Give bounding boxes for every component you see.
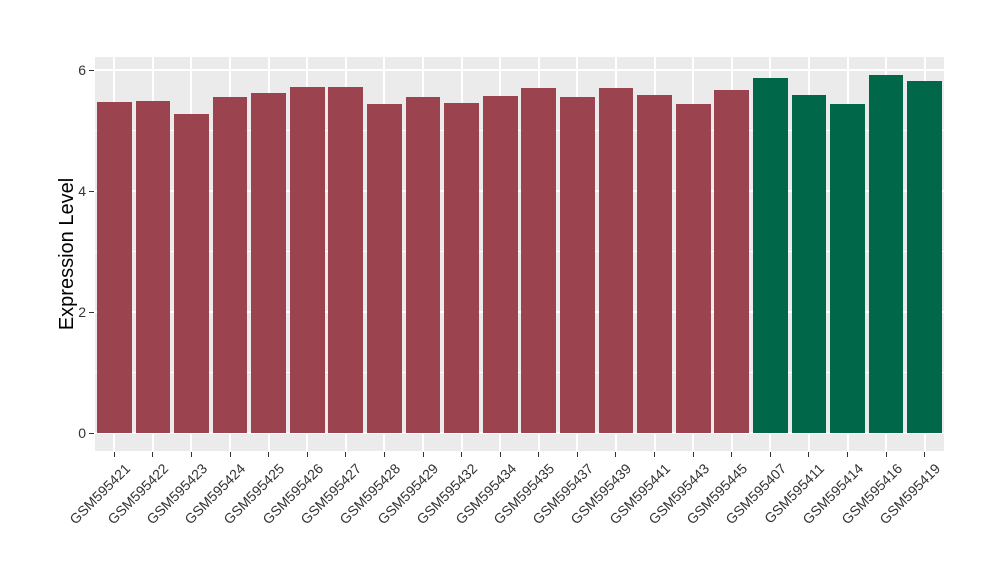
gridline-major-y — [95, 311, 944, 314]
x-axis-tick-mark — [268, 452, 270, 457]
bar-GSM595416 — [868, 74, 904, 434]
y-axis-tick-mark — [89, 311, 94, 313]
bar-GSM595443 — [675, 104, 711, 434]
bar-GSM595432 — [444, 102, 479, 434]
bar-GSM595429 — [405, 96, 441, 434]
gridline-minor-y — [95, 251, 944, 253]
bar-GSM595407 — [752, 77, 788, 434]
x-axis-tick-mark — [383, 452, 385, 457]
bar-GSM595424 — [212, 96, 248, 434]
y-tick-label: 6 — [78, 62, 86, 79]
y-tick-label: 4 — [78, 183, 86, 200]
x-axis-tick-mark — [808, 452, 810, 457]
x-axis-tick-mark — [885, 452, 887, 457]
gridline-major-y — [95, 190, 944, 193]
x-axis-tick-mark — [538, 452, 540, 457]
x-axis-tick-mark — [499, 452, 501, 457]
bar-GSM595435 — [521, 87, 557, 434]
x-axis-tick-mark — [422, 452, 424, 457]
bar-GSM595426 — [289, 86, 325, 434]
gridline-major-y — [95, 432, 944, 435]
y-axis-title: Expression Level — [56, 177, 78, 331]
bar-GSM595427 — [328, 86, 364, 434]
bar-GSM595425 — [251, 93, 286, 434]
bar-GSM595422 — [135, 100, 171, 434]
bar-GSM595441 — [637, 94, 672, 434]
gridline-minor-y — [95, 130, 944, 132]
x-axis-tick-mark — [847, 452, 849, 457]
bar-GSM595419 — [907, 81, 943, 434]
bar-GSM595434 — [482, 95, 518, 434]
x-axis-tick-mark — [924, 452, 926, 457]
x-axis-tick-mark — [731, 452, 733, 457]
bar-GSM595439 — [598, 88, 634, 434]
x-axis-tick-mark — [769, 452, 771, 457]
bar-GSM595445 — [714, 89, 750, 434]
x-axis-tick-mark — [576, 452, 578, 457]
bar-GSM595421 — [96, 101, 132, 434]
x-axis-tick-mark — [692, 452, 694, 457]
x-axis-tick-mark — [461, 452, 463, 457]
gridline-major-y — [95, 69, 944, 72]
x-axis-tick-mark — [345, 452, 347, 457]
bar-GSM595411 — [791, 95, 827, 434]
x-axis-tick-mark — [654, 452, 656, 457]
gridline-minor-y — [95, 372, 944, 374]
y-axis-tick-mark — [89, 69, 94, 71]
bar-GSM595423 — [174, 114, 209, 434]
y-tick-label: 2 — [78, 304, 86, 321]
bar-GSM595437 — [560, 96, 595, 434]
bar-GSM595414 — [830, 103, 865, 434]
x-axis-tick-mark — [190, 452, 192, 457]
y-axis-tick-mark — [89, 432, 94, 434]
x-axis-tick-mark — [229, 452, 231, 457]
x-axis-tick-mark — [306, 452, 308, 457]
y-tick-label: 0 — [78, 425, 86, 442]
bar-GSM595428 — [367, 103, 402, 434]
y-axis-tick-mark — [89, 190, 94, 192]
x-axis-tick-mark — [615, 452, 617, 457]
x-axis-tick-mark — [113, 452, 115, 457]
x-axis-tick-mark — [152, 452, 154, 457]
